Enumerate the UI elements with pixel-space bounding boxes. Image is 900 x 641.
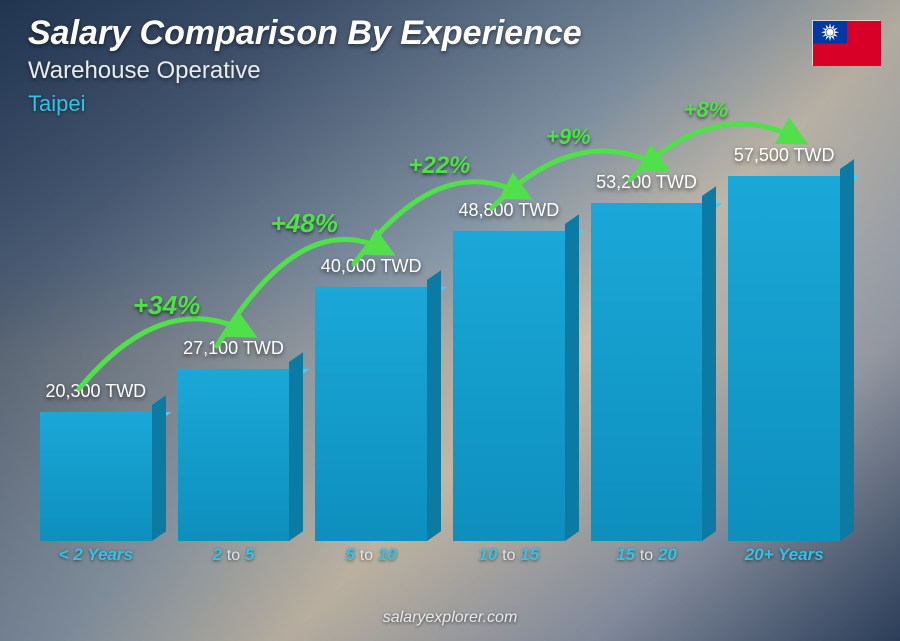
bar-value-label: 53,200 TWD (596, 172, 697, 193)
increase-label: +48% (271, 208, 338, 239)
bar-value-label: 20,300 TWD (45, 381, 146, 402)
bar-value-label: 57,500 TWD (734, 145, 835, 166)
category-label: < 2 Years (40, 545, 152, 571)
header: Salary Comparison By Experience Warehous… (28, 14, 582, 117)
bar-value-label: 48,800 TWD (458, 200, 559, 221)
increase-label: +8% (684, 97, 729, 123)
category-label: 5 to 10 (315, 545, 427, 571)
increase-label: +9% (546, 124, 591, 150)
bar-5: 57,500 TWD (728, 145, 840, 541)
subtitle: Warehouse Operative (28, 57, 582, 85)
increase-label: +34% (133, 290, 200, 321)
category-label: 10 to 15 (453, 545, 565, 571)
category-label: 20+ Years (728, 545, 840, 571)
location: Taipei (28, 91, 582, 117)
bar-value-label: 40,000 TWD (321, 256, 422, 277)
flag-taiwan (812, 20, 880, 65)
category-label: 2 to 5 (178, 545, 290, 571)
increase-label: +22% (408, 152, 470, 180)
bar-2: 40,000 TWD (315, 256, 427, 541)
bar-chart: 20,300 TWD 27,100 TWD 40,000 TWD 48,800 TWD… (40, 160, 840, 571)
bar-0: 20,300 TWD (40, 381, 152, 541)
footer-attribution: salaryexplorer.com (0, 609, 900, 627)
bar-value-label: 27,100 TWD (183, 338, 284, 359)
category-label: 15 to 20 (591, 545, 703, 571)
page-title: Salary Comparison By Experience (28, 14, 582, 53)
bar-3: 48,800 TWD (453, 200, 565, 541)
bar-1: 27,100 TWD (178, 338, 290, 541)
bar-4: 53,200 TWD (591, 172, 703, 541)
